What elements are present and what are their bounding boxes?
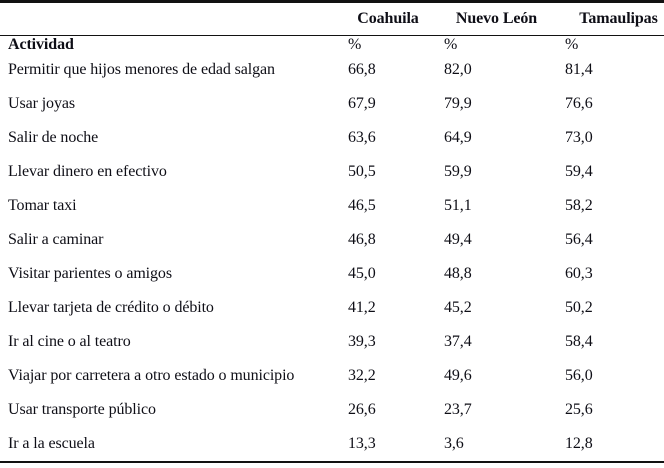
value-cell: 58,4 xyxy=(565,333,593,351)
value-cell: 63,6 xyxy=(348,129,376,147)
value-cell: 66,8 xyxy=(348,61,376,79)
table-row: Ir a la escuela 13,3 3,6 12,8 xyxy=(0,427,664,461)
table-row: Visitar parientes o amigos 45,0 48,8 60,3 xyxy=(0,257,664,291)
activity-cell: Visitar parientes o amigos xyxy=(8,265,172,283)
value-cell: 23,7 xyxy=(444,401,472,418)
activity-cell: Viajar por carretera a otro estado o mun… xyxy=(8,367,295,385)
activity-cell: Llevar tarjeta de crédito o débito xyxy=(8,299,214,317)
value-cell: 51,1 xyxy=(444,197,472,215)
value-cell: 67,9 xyxy=(348,95,376,113)
activity-cell: Salir a caminar xyxy=(8,231,104,249)
table-row: Llevar dinero en efectivo 50,5 59,9 59,4 xyxy=(0,155,664,189)
value-cell: 3,6 xyxy=(444,434,464,452)
activity-cell: Ir al cine o al teatro xyxy=(8,333,131,351)
value-cell: 50,2 xyxy=(565,299,593,317)
value-cell: 45,2 xyxy=(444,299,472,317)
value-cell: 32,2 xyxy=(348,367,376,385)
value-cell: 13,3 xyxy=(348,434,376,452)
value-cell: 25,6 xyxy=(565,401,593,418)
table-row: Permitir que hijos menores de edad salga… xyxy=(0,54,664,88)
value-cell: 46,8 xyxy=(348,231,376,249)
state-header-row: Coahuila Nuevo León Tamaulipas xyxy=(0,3,664,35)
table-row: Llevar tarjeta de crédito o débito 41,2 45… xyxy=(0,291,664,325)
percent-label-nuevo-leon: % xyxy=(444,35,458,53)
value-cell: 12,8 xyxy=(565,434,593,452)
activity-cell: Permitir que hijos menores de edad salga… xyxy=(8,61,275,79)
unit-header-row: Actividad % % % xyxy=(0,35,664,54)
activity-cell: Tomar taxi xyxy=(8,197,77,215)
value-cell: 41,2 xyxy=(348,299,376,317)
header-coahuila: Coahuila xyxy=(357,9,419,27)
empty-header-cell xyxy=(0,3,340,35)
value-cell: 76,6 xyxy=(565,95,593,113)
value-cell: 81,4 xyxy=(565,61,593,79)
table-row: Salir a caminar 46,8 49,4 56,4 xyxy=(0,223,664,257)
activity-cell: Ir a la escuela xyxy=(8,434,95,452)
activity-cell: Usar transporte público xyxy=(8,401,156,418)
value-cell: 48,8 xyxy=(444,265,472,283)
value-cell: 56,0 xyxy=(565,367,593,385)
value-cell: 64,9 xyxy=(444,129,472,147)
table-row: Viajar por carretera a otro estado o mun… xyxy=(0,359,664,393)
percent-label-tamaulipas: % xyxy=(565,35,579,53)
table-body: Permitir que hijos menores de edad salga… xyxy=(0,54,664,462)
table-row: Ir al cine o al teatro 39,3 37,4 58,4 xyxy=(0,325,664,359)
table-row: Usar joyas 67,9 79,9 76,6 xyxy=(0,87,664,121)
table-row: Usar transporte público 26,6 23,7 25,6 xyxy=(0,393,664,427)
value-cell: 45,0 xyxy=(348,265,376,283)
value-cell: 59,9 xyxy=(444,163,472,181)
value-cell: 73,0 xyxy=(565,129,593,147)
value-cell: 58,2 xyxy=(565,197,593,215)
activity-cell: Llevar dinero en efectivo xyxy=(8,163,167,181)
value-cell: 82,0 xyxy=(444,61,472,79)
header-nuevo-leon: Nuevo León xyxy=(455,9,538,27)
value-cell: 49,4 xyxy=(444,231,472,249)
value-cell: 59,4 xyxy=(565,163,593,181)
value-cell: 60,3 xyxy=(565,265,593,283)
activity-cell: Salir de noche xyxy=(8,129,99,147)
activity-column-label: Actividad xyxy=(8,35,74,53)
value-cell: 46,5 xyxy=(348,197,376,215)
activity-cell: Usar joyas xyxy=(8,95,75,113)
value-cell: 56,4 xyxy=(565,231,593,249)
value-cell: 50,5 xyxy=(348,163,376,181)
value-cell: 26,6 xyxy=(348,401,376,418)
value-cell: 79,9 xyxy=(444,95,472,113)
table-row: Salir de noche 63,6 64,9 73,0 xyxy=(0,121,664,155)
value-cell: 37,4 xyxy=(444,333,472,351)
percent-label-coahuila: % xyxy=(348,35,362,53)
value-cell: 39,3 xyxy=(348,333,376,351)
activities-by-state-table: Coahuila Nuevo León Tamaulipas Actividad… xyxy=(0,3,664,461)
value-cell: 49,6 xyxy=(444,367,472,385)
header-tamaulipas: Tamaulipas xyxy=(579,9,658,27)
table-row: Tomar taxi 46,5 51,1 58,2 xyxy=(0,189,664,223)
